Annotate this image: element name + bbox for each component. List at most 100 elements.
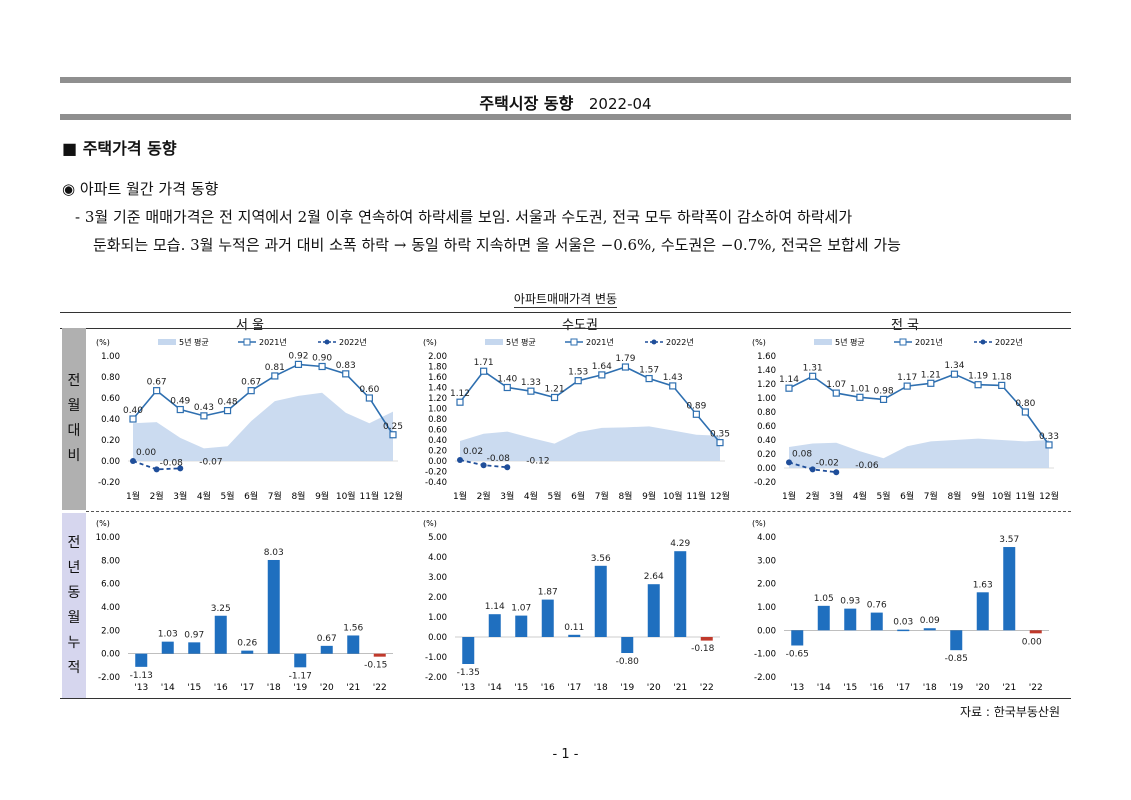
point-2021: [153, 387, 161, 395]
y-tick-label: 0.40: [101, 415, 120, 425]
legend-2021-marker: [570, 338, 578, 346]
y-tick-label: 1.40: [428, 384, 447, 394]
x-tick-label: '16: [541, 683, 555, 693]
bar: [923, 628, 936, 631]
row-label-monthly: 전월대비: [62, 328, 86, 510]
bar: [1029, 630, 1042, 634]
point-2021: [1045, 441, 1053, 449]
x-tick-label: '17: [896, 683, 910, 693]
bar-chart-seoul: (%) -2.00 0.00 2.00 4.00 6.00 8.00 10.00 -1.13 1.…: [96, 519, 393, 693]
data-label-2022: -0.08: [487, 454, 511, 464]
line-2022: [132, 460, 181, 471]
data-label-2021: 0.67: [241, 378, 261, 388]
bar: [214, 615, 227, 654]
data-label-2021: 1.19: [968, 372, 988, 382]
x-tick-label: 2월: [806, 490, 820, 502]
x-tick-label: '16: [214, 683, 228, 693]
point-2021: [223, 406, 232, 415]
bar: [541, 599, 554, 637]
point-2021: [950, 370, 959, 378]
x-tick-label: 10월: [663, 490, 683, 502]
y-tick-label: 1.40: [757, 366, 776, 376]
legend-2022-marker: [980, 339, 986, 345]
data-label-2021: 0.48: [218, 398, 238, 408]
point-2021: [785, 384, 793, 392]
x-tick-label: 10월: [336, 490, 356, 502]
data-label: -1.35: [457, 668, 480, 678]
row-label-monthly-text: 전월대비: [67, 373, 81, 464]
bar: [241, 650, 254, 654]
point-2022: [177, 465, 184, 472]
data-label-2021: 1.21: [921, 370, 941, 380]
point-2021: [365, 394, 373, 402]
x-tick-label: 12월: [383, 490, 403, 502]
x-tick-label: 1월: [126, 490, 140, 502]
data-label: -0.80: [616, 657, 640, 667]
data-label-2022: 0.08: [792, 449, 812, 459]
legend-avg-swatch: [158, 339, 176, 345]
x-tick-label: 3월: [500, 490, 514, 502]
x-tick-label: '19: [620, 683, 634, 693]
data-label: 0.67: [317, 634, 337, 644]
point-2022: [130, 458, 136, 464]
data-label: 3.25: [211, 604, 231, 614]
x-tick-label: '14: [161, 683, 175, 693]
x-tick-label: '19: [293, 683, 307, 693]
legend-2022-label: 2022년: [339, 337, 367, 347]
bar: [950, 630, 963, 651]
x-tick-label: '16: [870, 683, 884, 693]
data-label-2021: 0.83: [336, 361, 356, 371]
y-tick-label: 1.20: [428, 394, 447, 404]
header-rule-bottom: [60, 114, 1071, 120]
area-5yr-avg: [460, 426, 720, 461]
legend-2021-label: 2021년: [915, 337, 943, 347]
data-label: -0.15: [364, 661, 387, 671]
data-label: 1.05: [814, 594, 834, 604]
point-2021: [927, 379, 935, 387]
page-number: - 1 -: [552, 747, 579, 762]
y-tick-label: -0.40: [425, 478, 447, 488]
point-2021: [527, 387, 535, 395]
bar: [347, 635, 360, 654]
x-tick-label: 5월: [221, 490, 235, 502]
paragraph-line-2: 둔화되는 모습. 3월 누적은 과거 대비 소폭 하락 → 동일 하락 지속하면…: [93, 236, 901, 254]
y-tick-label: -2.00: [425, 673, 447, 683]
data-label: -0.85: [945, 654, 968, 664]
legend-2021-label: 2021년: [586, 337, 614, 347]
y-tick-label: 1.00: [428, 405, 447, 415]
y-tick-label: 2.00: [757, 580, 776, 590]
y-tick-label: 0.00: [428, 457, 447, 467]
point-2021: [669, 382, 677, 390]
x-tick-label: '21: [346, 683, 360, 693]
bar: [568, 634, 581, 637]
bar: [135, 653, 148, 667]
bar: [373, 653, 386, 657]
x-tick-label: '19: [949, 683, 963, 693]
x-tick-label: '17: [240, 683, 254, 693]
legend-avg-swatch: [814, 339, 832, 345]
data-label: 0.76: [867, 601, 887, 611]
data-label-2021: 1.40: [497, 375, 517, 385]
point-2021: [716, 439, 724, 447]
x-tick-label: '18: [923, 683, 937, 693]
data-label: 4.29: [670, 539, 690, 549]
x-tick-label: '13: [134, 683, 148, 693]
data-label-2021: 1.18: [992, 372, 1012, 382]
region-header-nation: 전 국: [890, 318, 920, 333]
point-2021: [832, 389, 840, 397]
data-label-2021: 0.90: [312, 354, 332, 364]
point-2021: [809, 372, 817, 380]
x-tick-label: 6월: [244, 490, 258, 502]
y-tick-label: 0.60: [101, 394, 120, 404]
y-tick-label: 1.00: [757, 394, 776, 404]
source-note: 자료 : 한국부동산원: [960, 705, 1060, 719]
legend-2022-marker: [651, 339, 657, 345]
data-label: 0.26: [237, 639, 257, 649]
y-tick-label: 6.00: [101, 580, 120, 590]
x-tick-label: '15: [843, 683, 857, 693]
x-tick-label: 11월: [686, 490, 706, 502]
bullet-title: ◉ 아파트 월간 가격 동향: [62, 180, 219, 198]
data-label: -1.13: [130, 671, 153, 681]
x-tick-label: 2월: [477, 490, 491, 502]
point-2022: [809, 466, 816, 473]
